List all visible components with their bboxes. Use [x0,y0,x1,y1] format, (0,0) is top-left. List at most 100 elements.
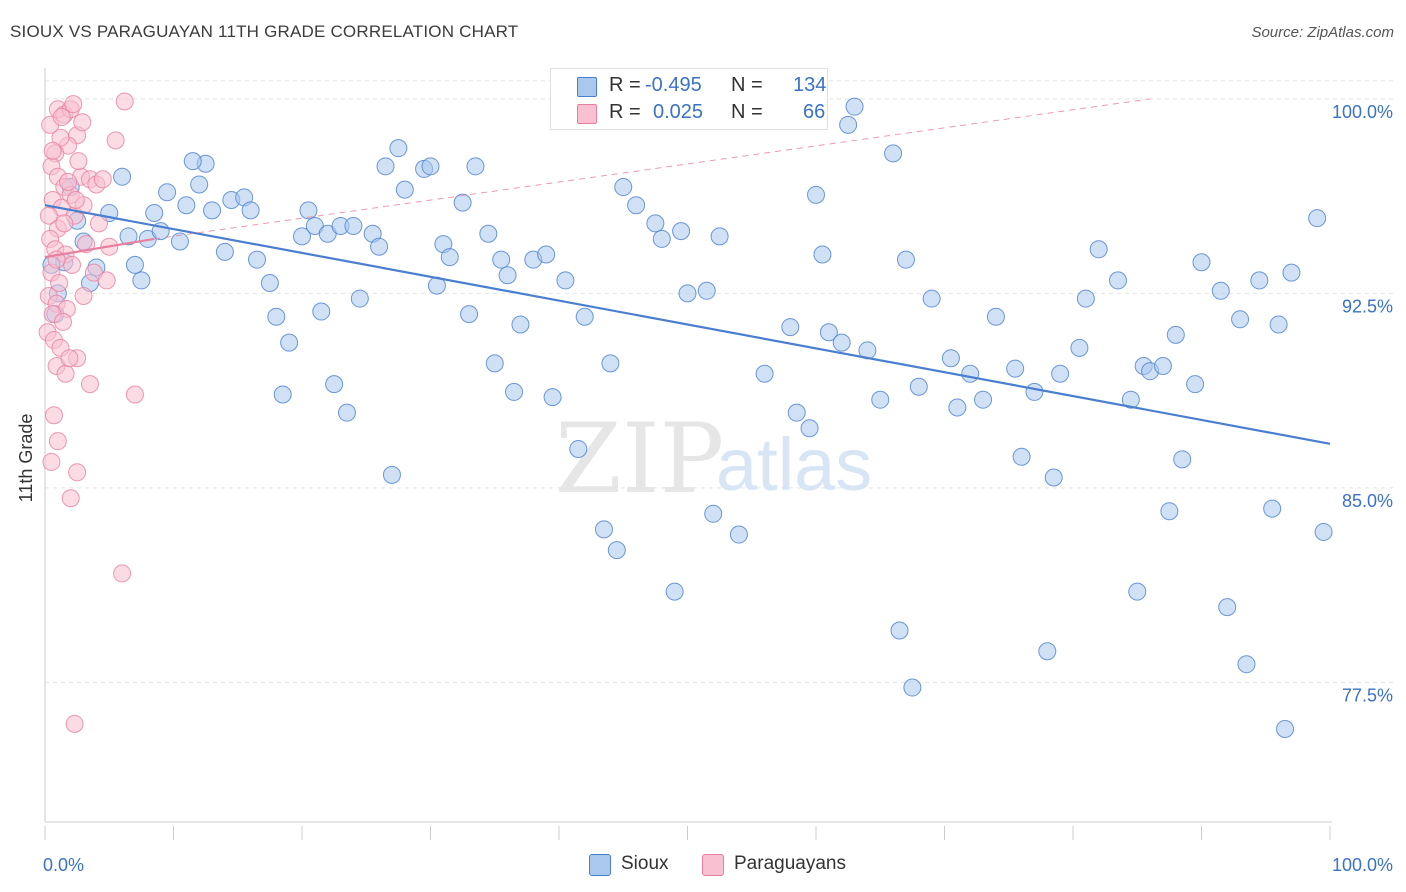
sioux-point [729,525,748,544]
sioux-point [1282,263,1301,282]
sioux-point [1121,390,1140,409]
sioux-point [839,115,858,134]
sioux-point [190,175,209,194]
watermark-zip: ZIP [555,403,724,515]
paraguayans-point [55,214,74,233]
paraguayans-point [97,271,116,290]
sioux-point [350,289,369,308]
sioux-point [1211,281,1230,300]
x-tick-label: 100.0% [1332,855,1393,875]
sioux-point [922,289,941,308]
sioux-point [1108,271,1127,290]
sioux-point [1269,315,1288,334]
sioux-point [1051,364,1070,383]
sioux-point [1250,271,1269,290]
sioux-point [158,183,177,202]
y-tick-label: 100.0% [1332,102,1393,122]
sioux-point [884,144,903,163]
sioux-point [652,229,671,248]
sioux-point [370,237,389,256]
paraguayans-point [113,564,132,583]
paraguayans-point [73,113,92,132]
paraguayans-point [69,152,88,171]
sioux-point [845,97,864,116]
sioux-point [267,307,286,326]
sioux-point [832,333,851,352]
sioux-point [678,284,697,303]
paraguayans-point [115,92,134,111]
sioux-point [505,382,524,401]
sioux-point [807,185,825,204]
sioux-point [1231,310,1250,329]
paraguayans-point [74,286,93,305]
sioux-point [183,152,202,171]
n-label: N = [731,74,763,96]
sioux-point [607,541,626,560]
sioux-point [492,250,511,269]
sioux-point [479,224,498,243]
sioux-point [1025,382,1044,401]
sioux-point [119,227,138,246]
paraguayans-point [68,463,87,482]
paraguayans-point [52,108,71,127]
sioux-point [215,242,234,261]
sioux-point [710,227,729,246]
paraguayans-point [106,131,125,150]
sioux-point [337,403,356,422]
paraguayans-point [39,206,58,225]
sioux-point [614,178,633,197]
sioux-point [1218,598,1237,617]
paraguayans-point [44,406,63,425]
sioux-point [248,250,267,269]
r-label: R = [609,101,641,123]
chart-title: SIOUX VS PARAGUAYAN 11TH GRADE CORRELATI… [10,22,519,41]
y-tick-label: 92.5% [1342,296,1393,316]
paraguayans-point [66,191,85,210]
sioux-point [1173,450,1192,469]
y-tick-label: 77.5% [1342,685,1393,705]
sioux-point [177,196,196,215]
sioux-point [1089,240,1108,259]
sioux-point [896,250,915,269]
sioux-point [569,439,588,458]
sioux-point [665,582,684,601]
sioux-point [1012,447,1031,466]
sioux-point [453,193,472,212]
paraguayans-point [42,452,61,471]
n-value: 134 [793,74,827,96]
axes [44,68,1332,840]
paraguayans-point [59,172,78,191]
sioux-point [293,227,311,246]
watermark-atlas: atlas [716,423,872,506]
sioux-point [421,157,440,176]
paraguayans-legend-swatch [702,854,724,876]
sioux-point [1263,499,1282,518]
sioux-point [909,377,928,396]
sioux-point [1192,253,1211,272]
paraguayans-point [64,95,83,114]
sioux-point [627,196,646,215]
paraguayans-point [56,364,75,383]
sioux-point [1308,209,1327,228]
r-value: 0.025 [653,101,704,123]
trend-lines [44,98,1331,445]
paraguayans-point [65,714,84,733]
stats-legend: R = -0.495 N = 134 R = 0.025 N = 66 [550,68,828,130]
sioux-point [787,403,806,422]
sioux-point [498,266,517,285]
sioux-point [672,222,691,241]
x-tick-label: 0.0% [43,855,84,875]
sioux-point [941,349,960,368]
paraguayans-point [43,141,62,160]
sioux-point [986,307,1005,326]
sioux-point [382,465,401,484]
source-credit: Source: ZipAtlas.com [1251,24,1394,41]
y-axis-label: 11th Grade [16,414,36,503]
sioux-point [145,203,164,222]
sioux-point [312,302,331,321]
paraguayans-point [50,274,69,293]
paraguayans-point [61,489,80,508]
sioux-point [543,388,562,407]
sioux-point [344,216,363,235]
tick-labels: 77.5% 85.0% 92.5% 100.0% 0.0% 100.0% [43,102,1393,875]
